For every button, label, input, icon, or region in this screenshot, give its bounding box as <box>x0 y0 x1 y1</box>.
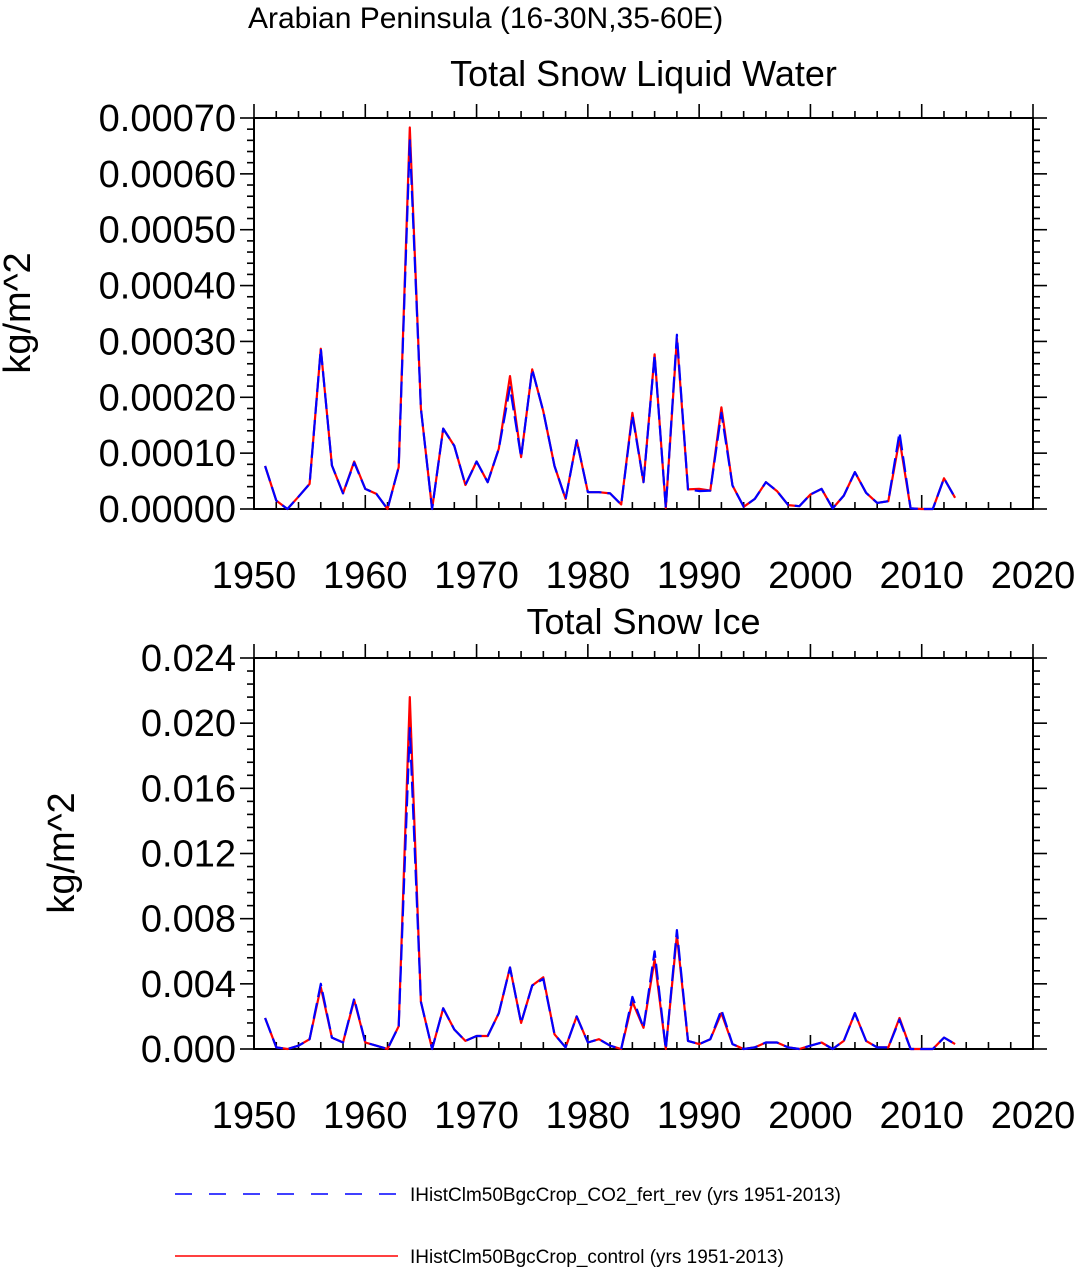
y-tick-label: 0.020 <box>141 703 236 745</box>
y-tick-label: 0.00030 <box>99 321 236 363</box>
x-tick-label: 2010 <box>879 1095 964 1137</box>
x-tick-label: 1960 <box>323 555 408 597</box>
chart-panels: Total Snow Liquid Water kg/m^2 1950 1960 197… <box>0 53 1075 1137</box>
chart-panel-2: Total Snow Ice kg/m^2 1950 1960 1970 1980 1990… <box>41 601 1075 1137</box>
legend: IHistClm50BgcCrop_CO2_fert_rev (yrs 1951… <box>175 1185 841 1268</box>
x-tick-label: 1990 <box>657 555 742 597</box>
x-tick-label: 1950 <box>212 555 297 597</box>
y-tick-label: 0.016 <box>141 768 236 810</box>
series-line-co2-fert-rev <box>264 726 956 1051</box>
plot-frame <box>253 657 1034 1050</box>
x-tick-label: 2020 <box>991 555 1076 597</box>
y-tick-label: 0.00040 <box>99 266 236 308</box>
series-line-control <box>264 126 957 511</box>
x-tick-label: 1970 <box>434 555 519 597</box>
x-tick-label: 2000 <box>768 555 853 597</box>
axis-ticks <box>240 104 1047 510</box>
series-line-co2-fert-rev <box>264 139 957 511</box>
legend-label: IHistClm50BgcCrop_control (yrs 1951-2013… <box>410 1247 784 1268</box>
legend-label: IHistClm50BgcCrop_CO2_fert_rev (yrs 1951… <box>410 1185 841 1206</box>
y-tick-label: 0.000 <box>141 1029 236 1071</box>
plot-frame <box>253 117 1034 510</box>
y-tick-label: 0.024 <box>141 638 236 680</box>
figure-suptitle: Arabian Peninsula (16-30N,35-60E) <box>248 2 723 35</box>
y-tick-label: 0.012 <box>141 834 236 876</box>
y-tick-label: 0.00000 <box>99 489 236 531</box>
panel-title: Total Snow Ice <box>526 601 760 642</box>
x-tick-label: 1960 <box>323 1095 408 1137</box>
y-tick-label: 0.00050 <box>99 210 236 252</box>
x-tick-label: 1970 <box>434 1095 519 1137</box>
x-tick-label: 1980 <box>546 555 631 597</box>
x-tick-label: 1980 <box>546 1095 631 1137</box>
y-axis-label: kg/m^2 <box>0 252 39 373</box>
x-tick-label: 2010 <box>879 555 964 597</box>
series-line-control <box>264 695 956 1051</box>
y-tick-label: 0.00070 <box>99 98 236 140</box>
chart-panel-1: Total Snow Liquid Water kg/m^2 1950 1960 197… <box>0 53 1075 597</box>
y-tick-label: 0.00010 <box>99 433 236 475</box>
x-tick-label: 2000 <box>768 1095 853 1137</box>
y-tick-label: 0.00020 <box>99 377 236 419</box>
y-tick-label: 0.00060 <box>99 154 236 196</box>
x-tick-label: 1990 <box>657 1095 742 1137</box>
x-tick-label: 1950 <box>212 1095 297 1137</box>
y-axis-label: kg/m^2 <box>41 792 83 913</box>
panel-title: Total Snow Liquid Water <box>450 53 837 94</box>
y-tick-label: 0.004 <box>141 964 236 1006</box>
y-tick-label: 0.008 <box>141 899 236 941</box>
axis-ticks <box>240 644 1047 1050</box>
x-tick-label: 2020 <box>991 1095 1076 1137</box>
